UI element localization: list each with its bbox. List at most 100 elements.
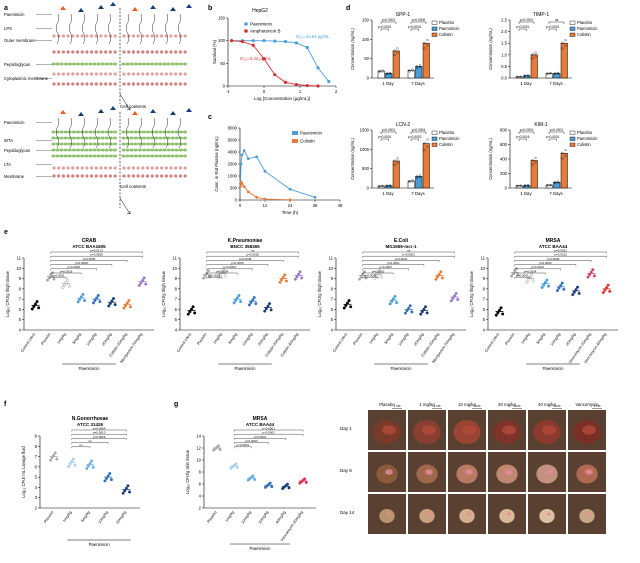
lipid-head [104,166,108,170]
biomarker-y-label: Concentration (ng/mL) [350,138,355,180]
legend-swatch [569,142,576,147]
replicate-point [586,275,590,279]
lipid-head [169,72,173,76]
p-value-label: p=0.0009 [547,257,560,261]
photo-column-label: 1 mg/kg [419,402,435,407]
significance-bracket [548,131,565,134]
lps-chain [55,117,60,149]
lipid-head [80,50,84,54]
peptidoglycan-bead [112,154,117,158]
peptidoglycan-bead [112,136,117,140]
lipid-head [85,72,89,76]
wound-lesion [579,509,595,523]
p-value-label: p=0.0003 [245,439,258,443]
category-label: 5mg/kg [72,332,82,344]
significance-bracket [362,256,455,258]
replicate-point [531,53,534,56]
replicate-point [426,138,429,141]
peptidoglycan-bead [96,62,101,66]
category-label: Placebo [43,510,54,524]
pk-data-point [239,185,242,188]
p-value-label: p=0.0004 [520,128,534,132]
peptidoglycan-bead [178,130,183,134]
membrane-layer-label: LTA [4,162,11,167]
group-label: 1 Day [520,191,532,196]
peptidoglycan-bead [170,136,175,140]
category-label: 5mg/kg [228,332,238,344]
replicate-point [67,284,71,288]
lipid-head [155,34,159,38]
replicate-point [393,294,397,298]
replicate-point [268,481,272,485]
replicate-point [142,276,146,280]
replicate-point [605,286,609,290]
lipid-head [127,166,131,170]
p-value-label: p=0.0004 [93,426,106,430]
lipid-head [178,50,182,54]
replicate-point [254,302,258,306]
replicate-point [385,72,389,75]
peptidoglycan-bead [158,142,163,146]
replicate-point [564,44,567,47]
peptidoglycan-bead [178,154,183,158]
lipid-head [113,82,117,86]
replicate-point [542,283,546,287]
lipid-head [136,82,140,86]
scatter-y-label: Log₁₀ CFU/g thigh tissue [161,270,166,316]
replicate-point [534,55,537,58]
scatter-y-label: Log₁₀ CFU/g skin tissue [185,449,190,494]
data-point [327,79,331,84]
replicate-point [531,279,535,283]
replicate-point [553,73,557,76]
legend-swatch [431,130,438,135]
p-value-label: ns [251,248,255,252]
wound-core [587,512,591,516]
p-value-label: p=0.0004 [412,128,426,132]
replicate-point [534,156,537,160]
legend-label: Paenimicin [300,131,323,136]
panel-e-thigh-infection: e 11 10 9 8 7 6 5 4 Log₁₀ CFU/g thigh tissue CRAB… [4,229,618,371]
peptidoglycan-bead [158,62,163,66]
lps-chain [164,117,169,149]
peptidoglycan-bead [146,148,151,152]
replicate-point [71,457,75,461]
replicate-point [122,306,126,310]
scatter-y-tick-label: 11 [173,256,178,261]
significance-bracket [71,434,127,436]
peptidoglycan-bead [121,154,126,158]
peptidoglycan-bead [104,62,109,66]
cell-contents-label-top: Cell contents [120,104,147,109]
replicate-point [516,184,519,187]
replicate-point [396,51,399,54]
replicate-point [253,477,257,481]
replicate-point [381,69,384,72]
lipid-head [94,174,98,178]
peptidoglycan-bead [92,142,97,146]
scatter-y-tick-label: 9 [483,276,486,281]
thigh-chart-1: 11 10 9 8 7 6 5 4 Log₁₀ CFU/g thigh tissue K.Pneu… [161,238,310,371]
p-value-label: p=0.0001 [395,257,408,261]
lipid-head [108,174,112,178]
data-point [316,84,320,88]
replicate-point [269,308,273,312]
panel-label-c: c [208,114,212,121]
replicate-point [234,298,238,302]
significance-bracket [548,138,557,141]
lipid-head [122,174,126,178]
pk-x-tick-label: 48 [338,203,343,208]
lipid-head [145,34,150,38]
lipid-head [52,166,56,170]
significance-bracket [518,138,527,141]
peptidoglycan-bead [96,136,101,140]
p-value-label: p=0.0012 [554,253,567,257]
peptidoglycan-bead [162,142,167,146]
peptidoglycan-bead [137,148,142,152]
replicate-point [424,305,428,309]
p-value-label: p<0.0001 [382,128,396,132]
peptidoglycan-bead [112,148,117,152]
scatter-y-tick-label: 2 [35,506,38,511]
replicate-point [52,453,56,457]
p-value-label: ns [407,248,411,252]
lipid-head [75,166,80,170]
lipid-head [90,50,94,54]
